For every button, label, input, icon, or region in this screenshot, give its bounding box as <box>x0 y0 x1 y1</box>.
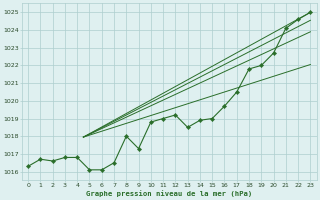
X-axis label: Graphe pression niveau de la mer (hPa): Graphe pression niveau de la mer (hPa) <box>86 190 252 197</box>
